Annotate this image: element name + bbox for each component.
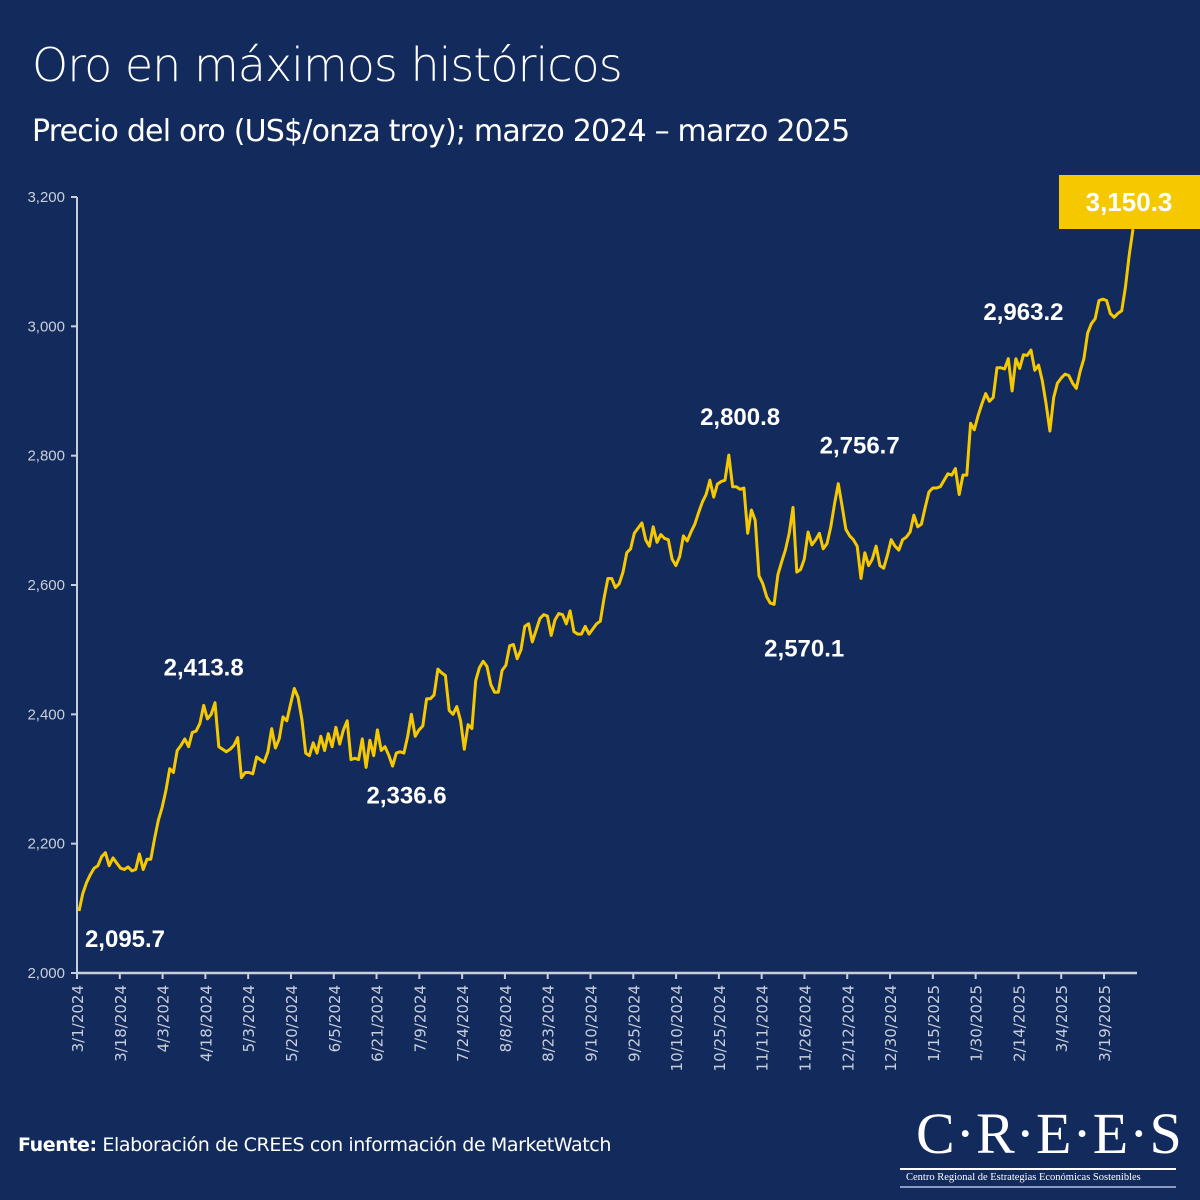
data-label: 2,756.7 [820,433,900,460]
y-tick-label: 2,000 [27,965,65,982]
y-tick-label: 3,000 [27,318,65,335]
y-tick-label: 2,800 [27,448,65,465]
y-tick-label: 2,400 [27,706,65,723]
x-tick-label: 7/9/2024 [411,985,429,1052]
chart-subtitle: Precio del oro (US$/onza troy); marzo 20… [32,114,850,149]
x-tick-label: 9/10/2024 [583,985,601,1062]
x-tick-label: 1/30/2025 [968,985,986,1062]
data-label: 2,800.8 [700,404,780,431]
x-tick-label: 5/3/2024 [240,985,258,1052]
latest-value-box [1059,175,1200,229]
x-tick-label: 8/8/2024 [497,985,515,1052]
x-tick-label: 3/1/2024 [69,985,87,1052]
x-tick-label: 1/15/2025 [925,985,943,1062]
x-tick-label: 11/26/2024 [796,985,814,1071]
logo-tagline: Centro Regional de Estrategias Económica… [906,1172,1141,1183]
x-tick-label: 9/25/2024 [625,985,643,1062]
x-tick-label: 2/14/2025 [1010,985,1028,1062]
x-tick-label: 5/20/2024 [283,985,301,1062]
x-tick-label: 6/21/2024 [369,985,387,1062]
y-axis: 2,000 2,200 2,400 2,600 2,800 3,000 3,200 [27,189,78,982]
data-label: 2,095.7 [85,926,165,953]
crees-logo: C·R·E·E·S Centro Regional de Estrategias… [900,1102,1182,1188]
latest-value-label: 3,150.3 [1086,187,1173,217]
data-label: 2,570.1 [764,635,844,662]
data-label: 2,963.2 [983,299,1063,326]
x-tick-label: 4/3/2024 [155,985,173,1052]
source-text: Elaboración de CREES con información de … [96,1134,611,1156]
y-tick-label: 2,200 [27,836,65,853]
x-tick-label: 3/19/2025 [1096,985,1114,1062]
x-axis: 3/1/2024 3/18/2024 4/3/2024 4/18/2024 5/3/20… [69,971,1137,1071]
data-label: 2,336.6 [367,782,447,809]
chart-title: Oro en máximos históricos [32,38,623,92]
x-tick-label: 8/23/2024 [540,985,558,1062]
x-tick-label: 6/5/2024 [326,985,344,1052]
x-tick-label: 3/18/2024 [112,985,130,1062]
y-tick-label: 3,200 [27,189,65,206]
x-tick-label: 12/30/2024 [882,985,900,1071]
x-tick-label: 3/4/2025 [1053,985,1071,1052]
annotations: 2,095.7 2,413.8 2,336.6 2,800.8 2,570.1 2,756… [85,175,1200,953]
gold-price-line-chart: 2,000 2,200 2,400 2,600 2,800 3,000 3,200 3/1/… [27,175,1200,1071]
x-tick-label: 10/10/2024 [668,985,686,1071]
logo-wordmark: C·R·E·E·S [916,1101,1183,1166]
x-tick-label: 4/18/2024 [197,985,215,1062]
series-gold-price [77,228,1135,912]
source-label: Fuente: [18,1134,97,1156]
logo-divider-bottom [900,1186,1176,1188]
data-label: 2,413.8 [164,654,244,681]
y-tick-label: 2,600 [27,577,65,594]
x-tick-label: 11/11/2024 [754,985,772,1071]
source-note: Fuente: Elaboración de CREES con informa… [18,1134,611,1156]
x-tick-label: 10/25/2024 [711,985,729,1071]
logo-divider-top [900,1168,1176,1170]
x-tick-label: 7/24/2024 [454,985,472,1062]
gold-price-line [77,228,1135,912]
x-tick-label: 12/12/2024 [839,985,857,1071]
